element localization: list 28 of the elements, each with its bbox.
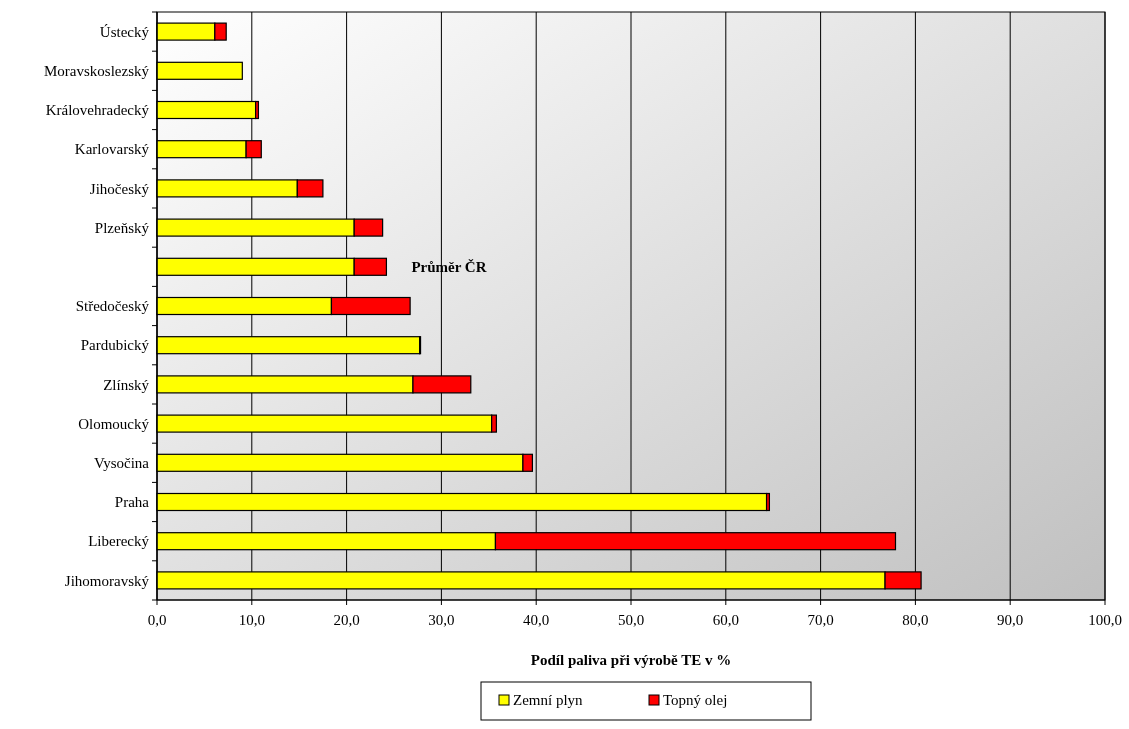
y-tick-label: Středočeský [75, 298, 150, 315]
x-tick-label: 70,0 [807, 612, 834, 628]
x-tick-label: 0,0 [147, 612, 167, 628]
y-tick-label: Ústecký [99, 23, 150, 40]
y-tick-label: Plzeňský [94, 219, 150, 236]
y-tick-label: Jihomoravský [64, 572, 150, 589]
x-tick-label: 20,0 [333, 612, 360, 628]
y-tick-label: Královehradecký [45, 102, 150, 119]
x-tick-label: 40,0 [523, 612, 550, 628]
y-tick-label: Liberecký [88, 533, 150, 550]
y-tick-label: Vysočina [94, 455, 150, 472]
y-tick-label: Zlínský [103, 376, 150, 393]
x-tick-label: 50,0 [617, 612, 645, 628]
x-tick-label: 100,0 [1088, 612, 1122, 628]
x-tick-label: 80,0 [902, 612, 929, 628]
legend-label: Zemní plyn [513, 692, 584, 709]
y-tick-label: Jihočeský [89, 180, 150, 197]
y-tick-label: Praha [114, 494, 150, 511]
x-tick-label: 90,0 [997, 612, 1024, 628]
x-tick-label: 60,0 [712, 612, 739, 628]
y-tick-label: Moravskoslezský [44, 63, 150, 80]
y-tick-label: Olomoucký [78, 415, 150, 432]
y-tick-label: Karlovarský [74, 141, 150, 158]
x-tick-label: 30,0 [428, 612, 455, 628]
x-axis-title: Podíl paliva při výrobě TE v % [530, 652, 732, 668]
y-tick-label: Pardubický [80, 337, 150, 354]
x-tick-label: 10,0 [238, 612, 265, 628]
legend-label: Topný olej [663, 692, 728, 709]
